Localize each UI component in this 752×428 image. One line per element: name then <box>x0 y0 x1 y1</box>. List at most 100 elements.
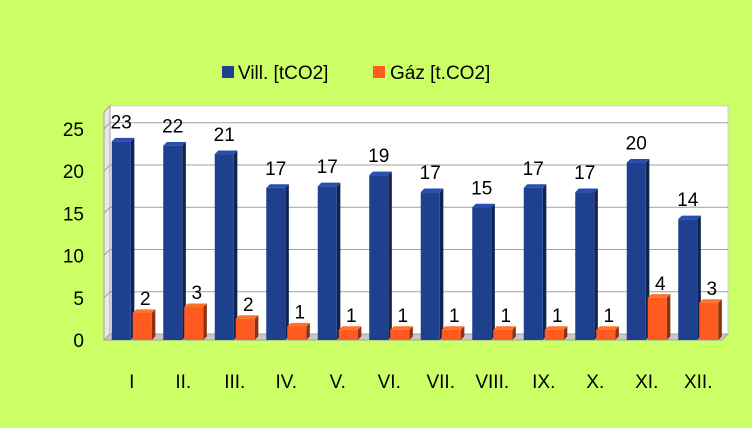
bar-top-1 <box>184 303 207 308</box>
bar-side-1 <box>409 326 413 340</box>
bar-vill <box>678 219 698 340</box>
bar-top-1 <box>544 326 568 330</box>
bar-side-1 <box>512 326 516 340</box>
bar-gaz <box>699 302 719 340</box>
x-tick-label: III. <box>224 372 245 393</box>
bar-top-1 <box>287 322 310 327</box>
data-label-gaz: 4 <box>655 274 666 295</box>
bar-side-0 <box>594 188 598 340</box>
bar-side-1 <box>615 326 619 340</box>
bar-top-1 <box>441 326 465 330</box>
x-tick-label: VII. <box>426 372 455 393</box>
legend-label-gaz: Gáz [t.CO2] <box>390 63 490 84</box>
bar-top-1 <box>338 326 362 330</box>
bar-side-0 <box>130 137 135 340</box>
bar-top-0 <box>420 188 444 193</box>
data-label-vill: 17 <box>317 157 338 178</box>
bar-top-0 <box>523 184 547 188</box>
bar-top-1 <box>596 326 619 330</box>
bar-side-0 <box>336 182 341 340</box>
bar-top-1 <box>647 294 671 298</box>
data-label-gaz: 1 <box>500 306 511 327</box>
bar-side-1 <box>563 326 568 340</box>
x-tick-label: VI. <box>378 372 401 393</box>
data-label-gaz: 1 <box>449 306 460 327</box>
plot-side-wall <box>103 104 111 342</box>
bar-vill <box>420 192 440 340</box>
data-label-gaz: 3 <box>706 279 717 300</box>
bar-gaz <box>287 326 307 340</box>
bar-top-0 <box>266 184 289 188</box>
y-tick-label: 5 <box>73 289 84 310</box>
bar-gaz <box>493 329 513 340</box>
bar-side-0 <box>285 184 289 340</box>
bar-side-0 <box>491 203 495 340</box>
bar-side-0 <box>233 150 238 340</box>
bar-side-0 <box>182 142 186 340</box>
gridline-side <box>103 122 111 130</box>
bar-top-1 <box>699 299 722 303</box>
x-tick-label: I <box>129 372 134 393</box>
gridline-side <box>103 206 111 214</box>
x-tick-label: XII. <box>684 372 713 393</box>
bar-vill <box>111 141 131 340</box>
bar-gaz <box>235 318 255 340</box>
y-tick-label: 20 <box>63 162 84 183</box>
bar-gaz <box>132 312 152 340</box>
bar-side-1 <box>460 326 465 340</box>
data-label-vill: 23 <box>111 112 132 133</box>
bar-top-0 <box>626 158 650 163</box>
bar-vill <box>369 175 389 340</box>
bar-side-0 <box>542 184 547 340</box>
bar-top-1 <box>235 315 259 319</box>
data-label-vill: 19 <box>368 146 389 167</box>
bar-gaz <box>184 307 204 340</box>
bar-top-1 <box>390 326 413 330</box>
x-tick-label: XI. <box>635 372 658 393</box>
bar-vill <box>472 207 492 340</box>
bar-top-0 <box>575 188 598 193</box>
y-tick-label: 15 <box>63 204 84 225</box>
data-label-gaz: 2 <box>243 295 254 316</box>
bar-top-1 <box>132 309 156 313</box>
bar-side-1 <box>203 303 207 340</box>
gridline-side <box>103 291 111 299</box>
bar-top-0 <box>472 203 495 208</box>
bar-gaz <box>647 297 667 340</box>
gridline-side <box>103 164 111 172</box>
data-label-vill: 15 <box>471 178 492 199</box>
bar-gaz <box>390 329 410 340</box>
bar-side-0 <box>388 171 392 340</box>
bar-vill <box>214 154 234 340</box>
legend-swatch-vill <box>222 66 234 78</box>
bar-vill <box>523 187 543 340</box>
bar-vill <box>317 186 337 340</box>
bar-vill <box>266 187 286 340</box>
data-label-vill: 17 <box>265 159 286 180</box>
data-label-gaz: 3 <box>191 283 202 304</box>
bar-side-1 <box>357 326 362 340</box>
bar-top-0 <box>369 171 392 176</box>
x-tick-label: II. <box>175 372 191 393</box>
x-tick-label: IX. <box>532 372 555 393</box>
data-label-vill: 20 <box>626 134 647 155</box>
data-label-gaz: 1 <box>397 306 408 327</box>
x-tick-label: VIII. <box>475 372 509 393</box>
bar-vill <box>575 192 595 340</box>
bar-top-0 <box>111 137 135 142</box>
data-label-vill: 14 <box>677 190 699 211</box>
data-label-vill: 17 <box>574 163 595 184</box>
bar-side-1 <box>151 309 156 340</box>
x-tick-label: V. <box>330 372 346 393</box>
bar-side-1 <box>718 299 722 340</box>
data-label-vill: 22 <box>162 117 183 138</box>
y-tick-label: 10 <box>63 247 84 268</box>
y-tick-label: 25 <box>63 120 84 141</box>
data-label-gaz: 1 <box>294 302 305 323</box>
data-label-vill: 21 <box>214 125 235 146</box>
y-tick-label: 0 <box>73 331 84 352</box>
bar-vill <box>163 145 183 340</box>
bar-gaz <box>338 329 358 340</box>
bar-top-0 <box>163 142 186 146</box>
